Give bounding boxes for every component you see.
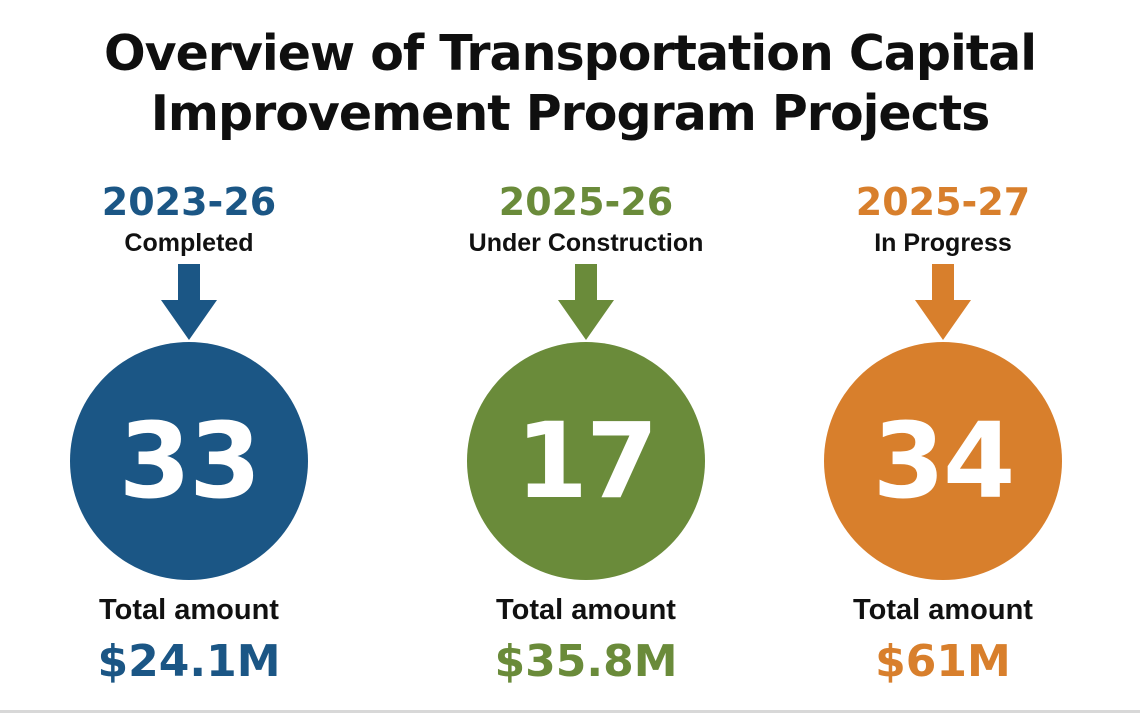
project-group-in-progress: 2025-27 In Progress 34 Total amount $61M — [763, 178, 1123, 698]
page-title: Overview of Transportation Capital Impro… — [0, 24, 1140, 144]
total-amount-label: Total amount — [99, 594, 279, 626]
arrow-down-icon — [556, 264, 616, 340]
count-circle: 34 — [824, 342, 1062, 580]
years-label: 2023-26 — [101, 180, 277, 224]
count-circle: 33 — [70, 342, 308, 580]
status-label: Completed — [124, 229, 254, 257]
total-amount-value: $24.1M — [97, 636, 281, 687]
project-count: 33 — [118, 400, 262, 522]
arrow-down-icon — [159, 264, 219, 340]
title-line-1: Overview of Transportation Capital — [103, 25, 1037, 82]
total-amount-label: Total amount — [853, 594, 1033, 626]
count-circle: 17 — [467, 342, 705, 580]
project-count: 34 — [872, 400, 1016, 522]
status-label: In Progress — [874, 229, 1012, 257]
title-line-2: Improvement Program Projects — [150, 85, 991, 142]
years-label: 2025-26 — [498, 180, 674, 224]
arrow-down-icon — [913, 264, 973, 340]
status-label: Under Construction — [468, 229, 704, 257]
project-count: 17 — [515, 400, 659, 522]
total-amount-value: $35.8M — [494, 636, 678, 687]
project-group-completed: 2023-26 Completed 33 Total amount $24.1M — [9, 178, 369, 698]
project-group-under-construction: 2025-26 Under Construction 17 Total amou… — [406, 178, 766, 698]
total-amount-value: $61M — [875, 636, 1011, 687]
years-label: 2025-27 — [855, 180, 1031, 224]
bottom-divider — [0, 710, 1140, 713]
total-amount-label: Total amount — [496, 594, 676, 626]
